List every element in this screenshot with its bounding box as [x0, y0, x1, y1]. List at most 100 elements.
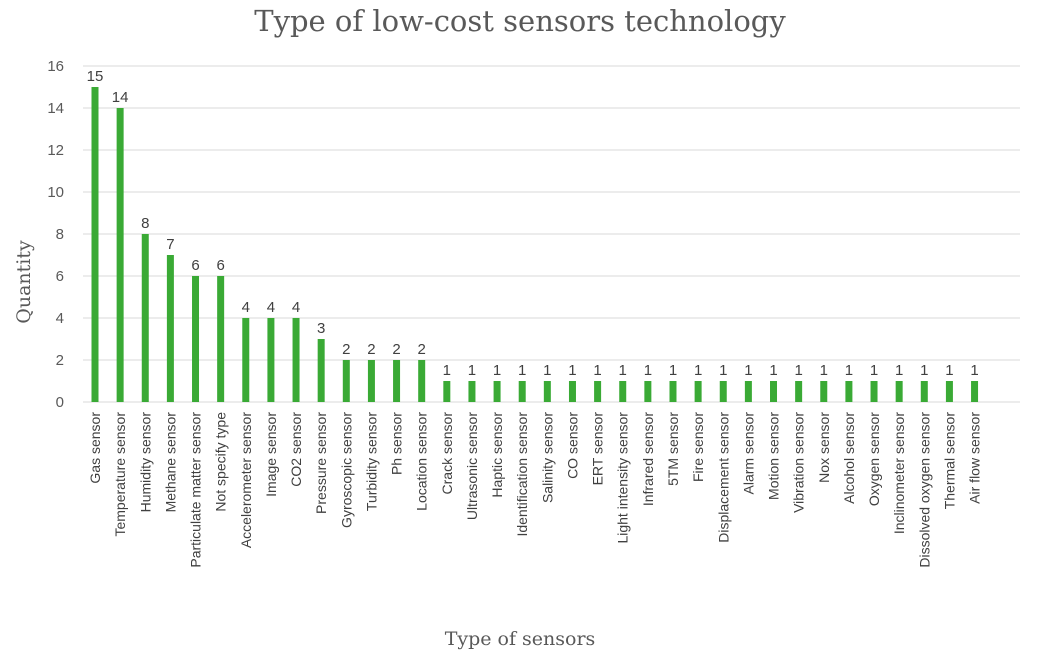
- y-tick-label: 4: [56, 310, 64, 327]
- bar: [920, 381, 928, 402]
- bar: [870, 381, 878, 402]
- data-label: 4: [292, 299, 300, 316]
- data-label: 1: [870, 362, 878, 379]
- bar: [367, 360, 375, 402]
- data-label: 1: [794, 362, 802, 379]
- data-label: 7: [166, 236, 174, 253]
- data-label: 1: [669, 362, 677, 379]
- bar: [568, 381, 576, 402]
- data-label: 4: [242, 299, 250, 316]
- x-tick-label: Ph sensor: [389, 412, 405, 475]
- x-tick-label: Light intensity sensor: [615, 412, 631, 544]
- data-label: 1: [568, 362, 576, 379]
- x-tick-label: Salinity sensor: [539, 412, 555, 503]
- bar: [895, 381, 903, 402]
- x-tick-label: Not specify type: [213, 412, 229, 512]
- data-label: 3: [317, 320, 325, 337]
- data-label: 2: [392, 341, 400, 358]
- data-label: 1: [719, 362, 727, 379]
- data-label: 6: [216, 257, 224, 274]
- x-tick-label: Gas sensor: [87, 412, 103, 484]
- data-label: 1: [970, 362, 978, 379]
- x-tick-label: Temperature sensor: [112, 412, 128, 537]
- bar: [166, 255, 174, 402]
- data-label: 15: [87, 68, 104, 85]
- x-tick-label: Oxygen sensor: [866, 412, 882, 506]
- y-tick-label: 10: [47, 184, 64, 201]
- bar: [192, 276, 200, 402]
- bar: [945, 381, 953, 402]
- data-label: 4: [267, 299, 275, 316]
- bar: [619, 381, 627, 402]
- data-label: 2: [342, 341, 350, 358]
- bar: [342, 360, 350, 402]
- y-tick-label: 8: [56, 226, 64, 243]
- data-label: 1: [619, 362, 627, 379]
- bar: [719, 381, 727, 402]
- data-label: 1: [644, 362, 652, 379]
- data-label: 1: [845, 362, 853, 379]
- data-label: 1: [694, 362, 702, 379]
- x-tick-label: Accelerometer sensor: [238, 412, 254, 549]
- bar: [242, 318, 250, 402]
- y-tick-label: 12: [47, 142, 64, 159]
- x-tick-label: CO sensor: [564, 412, 580, 479]
- bar: [217, 276, 225, 402]
- y-tick-label: 0: [56, 394, 64, 411]
- x-tick-label: Air flow sensor: [967, 412, 983, 504]
- x-tick-label: Image sensor: [263, 412, 279, 497]
- data-label: 1: [593, 362, 601, 379]
- x-tick-label: Gyroscopic sensor: [338, 412, 354, 528]
- x-tick-label: Vibration sensor: [791, 412, 807, 513]
- y-tick-label: 2: [56, 352, 64, 369]
- x-tick-label: Haptic sensor: [489, 412, 505, 498]
- data-label: 14: [112, 89, 129, 106]
- bar: [418, 360, 426, 402]
- x-tick-label: Thermal sensor: [941, 412, 957, 510]
- data-label: 1: [895, 362, 903, 379]
- x-tick-label: Pressure sensor: [313, 412, 329, 514]
- bar: [443, 381, 451, 402]
- bar: [644, 381, 652, 402]
- bar: [770, 381, 778, 402]
- y-tick-label: 6: [56, 268, 64, 285]
- chart-title: Type of low-cost sensors technology: [254, 4, 786, 38]
- x-tick-label: Particulate matter sensor: [188, 412, 204, 568]
- x-tick-label: Motion sensor: [766, 412, 782, 500]
- data-label: 1: [493, 362, 501, 379]
- x-tick-label: Turbidity sensor: [363, 412, 379, 511]
- x-tick-label: Inclinometer sensor: [891, 412, 907, 535]
- bar: [845, 381, 853, 402]
- bar: [116, 108, 124, 402]
- bar: [468, 381, 476, 402]
- x-tick-label: Dissolved oxygen sensor: [916, 412, 932, 568]
- bar: [694, 381, 702, 402]
- bar: [518, 381, 526, 402]
- bar: [594, 381, 602, 402]
- bar: [744, 381, 752, 402]
- x-tick-label: Humidity sensor: [137, 412, 153, 513]
- x-tick-label: Displacement sensor: [715, 412, 731, 543]
- x-tick-label: Fire sensor: [690, 412, 706, 482]
- bar: [971, 381, 979, 402]
- x-tick-label: Alarm sensor: [740, 412, 756, 495]
- x-tick-label: Identification sensor: [514, 412, 530, 537]
- data-label: 1: [945, 362, 953, 379]
- x-tick-label: Nox sensor: [816, 412, 832, 483]
- bar: [91, 87, 99, 402]
- data-label: 1: [920, 362, 928, 379]
- x-tick-label: Alcohol sensor: [841, 412, 857, 504]
- data-label: 1: [744, 362, 752, 379]
- bar: [493, 381, 501, 402]
- x-tick-label: Infrared sensor: [640, 412, 656, 506]
- bar: [141, 234, 149, 402]
- x-tick-label: 5TM sensor: [665, 412, 681, 486]
- bar: [267, 318, 275, 402]
- data-label: 1: [468, 362, 476, 379]
- data-label: 2: [367, 341, 375, 358]
- data-label: 8: [141, 215, 149, 232]
- x-tick-label: Methane sensor: [162, 412, 178, 513]
- x-axis-label: Type of sensors: [444, 628, 596, 650]
